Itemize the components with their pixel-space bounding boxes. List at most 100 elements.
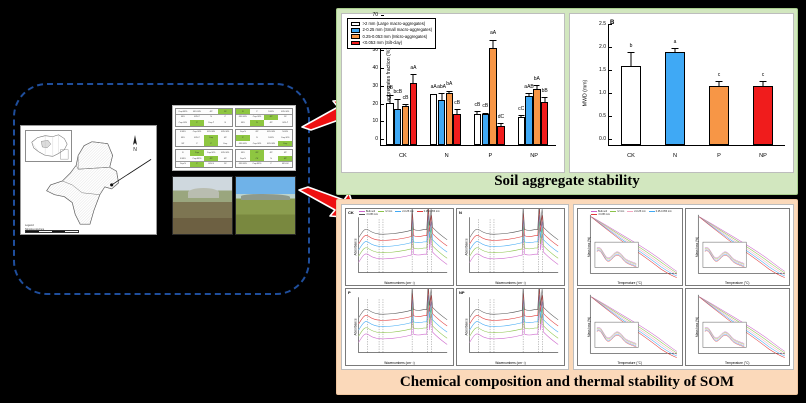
subplot-label: N (459, 210, 462, 215)
bar-CK-s3 (409, 74, 418, 145)
bar-CK-s2 (401, 103, 410, 145)
y-tick: 1.5 (599, 67, 612, 73)
y-tick: 0.5 (599, 113, 612, 119)
field-photos (172, 176, 296, 235)
legend-swatch-silt-clay (351, 40, 360, 46)
error-bar (627, 51, 635, 68)
error-bar (533, 85, 540, 91)
significance-label: cB (474, 102, 481, 109)
significance-label: aA (410, 65, 417, 72)
significance-label: bB (541, 87, 548, 94)
x-axis-title: Wavenumbers (cm⁻¹) (495, 361, 526, 365)
y-axis-title: Mass loss (%) (587, 316, 592, 338)
error-bar (759, 81, 767, 87)
x-axis-title: Temperature (°C) (617, 361, 642, 365)
x-axis-title: Wavenumbers (cm⁻¹) (495, 281, 526, 285)
svg-text:N: N (133, 147, 137, 152)
ftir-spectrum-svg (358, 209, 448, 273)
error-bar (446, 90, 453, 95)
tg-subplot-NP: Temperature (°C) Mass loss (%) (684, 288, 790, 366)
bar-P-s3 (497, 122, 505, 145)
plot-area: 010203040506070CKbBbcBcBaANaAabAbAcBPcBc… (372, 12, 556, 159)
plot-block: Crop N NP 50% 50% N 50% P N N 50% Crop 50% 50% 5… (235, 128, 293, 148)
legend-entry: <0.053 mm (359, 213, 378, 216)
aggregate-fraction-chart: Percentages of aggregates fraction (%) 0… (341, 12, 565, 173)
x-group-label: CK (398, 153, 407, 159)
tg-subplot-N: Temperature (°C) Mass loss (%) (684, 208, 790, 286)
error-bar (489, 39, 497, 50)
significance-label: dC (497, 113, 505, 120)
y-axis-title-mwd: MWD (mm) (582, 79, 589, 107)
bar-CK-s0 (386, 94, 394, 145)
legend-swatch-large-macro (351, 21, 360, 27)
tg-curve-svg (697, 294, 785, 358)
plot-block: N Crop Crop 50% 50% 50% N 50% Crop100% NP NP Cro… (175, 149, 233, 168)
error-bar (438, 93, 445, 102)
tg-subplot-P: Temperature (°C) Mass loss (%) (577, 288, 683, 366)
experimental-plot-layout: Crop100% 50% 50% NP CK 50% 50% P N P Crop 50% P Cr… (172, 105, 296, 171)
mwd-bar-P (709, 80, 729, 145)
y-tick: 20 (372, 101, 384, 107)
x-group-label: P (488, 153, 493, 159)
y-tick: 0.0 (599, 136, 612, 142)
significance-label: bB (386, 85, 394, 92)
panel-label-b: B (610, 20, 615, 26)
significance-label: b (629, 42, 633, 49)
x-axis-title: Wavenumbers (cm⁻¹) (384, 281, 415, 285)
bar-P-s2 (489, 39, 497, 145)
china-inset-map (25, 130, 72, 162)
tg-legend: Bulk soil >2 mm 2-0.25 mm 0.25-0.053 mm <0.0… (591, 210, 682, 216)
map-scale-bar (25, 230, 79, 233)
x-group-label: N (444, 153, 449, 159)
ftir-legend: Bulk soil >2 mm 2-0.25 mm 0.25-0.053 mm <0.0… (359, 210, 453, 216)
significance-label: cB (402, 94, 409, 101)
significance-label: abA (437, 84, 446, 91)
ftir-subplot-NP: NP Wavenumbers (cm⁻¹) Absorbance (456, 288, 565, 366)
x-axis-title: Temperature (°C) (725, 281, 750, 285)
error-bar (402, 103, 409, 108)
map-legend-title: Legend (25, 224, 34, 227)
legend-swatch-small-macro (351, 28, 360, 33)
legend-entry: 0.25-0.053 mm (416, 210, 440, 213)
legend-label-silt-clay: <0.053 mm (Silt-clay) (362, 39, 403, 45)
error-bar (671, 48, 679, 54)
map-svg (46, 141, 152, 225)
ftir-spectra-grid: CK Bulk soil >2 mm 2-0.25 mm 0.25-0.053 mm <0… (341, 204, 569, 370)
legend-entry: <0.053 mm (591, 213, 610, 216)
error-bar (525, 92, 533, 97)
legend-entry: 2-0.25 mm (395, 210, 414, 213)
legend-entry: >2 mm (377, 210, 392, 213)
plot-block: N 50% Crop 50% 50% 50% 50% 50% 50% 50% P Crop N… (175, 128, 233, 148)
significance-label: aA (430, 84, 437, 91)
x-group-label: NP (759, 153, 767, 159)
y-tick: 70 (372, 12, 384, 18)
error-bar (394, 98, 401, 110)
y-axis-title: Mass loss (%) (587, 236, 592, 258)
ftir-subplot-N: N Wavenumbers (cm⁻¹) Absorbance (456, 208, 565, 286)
error-bar (454, 109, 461, 115)
y-tick: 2.0 (599, 44, 612, 50)
bar-NP-s3 (540, 96, 549, 145)
significance-label: bcB (393, 89, 403, 96)
ftir-subplot-P: P Wavenumbers (cm⁻¹) Absorbance (345, 288, 454, 366)
x-group-label: CK (627, 153, 635, 159)
y-tick: 10 (372, 118, 384, 124)
mwd-bar-N (665, 48, 685, 145)
bar-NP-s1 (525, 92, 533, 145)
mwd-bar-CK (621, 51, 641, 145)
china-outline-svg (31, 134, 69, 160)
tg-curve-svg (589, 214, 677, 278)
significance-label: c (761, 72, 765, 78)
x-axis-title: Temperature (°C) (617, 281, 642, 285)
bar-NP-s2 (533, 85, 541, 145)
panel-title-som: Chemical composition and thermal stabili… (399, 374, 735, 390)
legend-entry: >2 mm (609, 210, 624, 213)
y-tick: 0 (375, 136, 384, 142)
legend-label-small-macro: 2-0.25 mm (Small macro-aggregates) (362, 27, 433, 33)
y-tick: 2.5 (599, 21, 612, 27)
bar-CK-s1 (394, 98, 402, 145)
ftir-subplots: CK Bulk soil >2 mm 2-0.25 mm 0.25-0.053 mm <0… (345, 208, 565, 366)
